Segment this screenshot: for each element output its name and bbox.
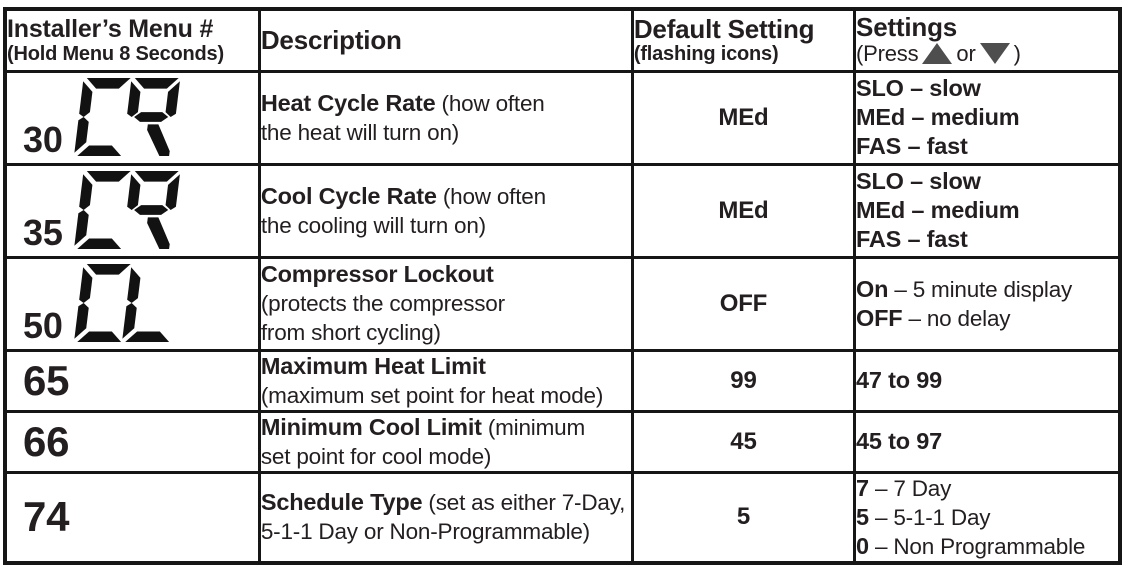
settings-line: FAS – fast bbox=[856, 133, 968, 159]
or-label: or bbox=[956, 41, 976, 67]
default-setting-cell: OFF bbox=[630, 255, 857, 352]
press-label: (Press bbox=[856, 41, 919, 67]
settings-cell: SLO – slow MEd – medium FAS – fast bbox=[853, 69, 1122, 166]
description-cell: Cool Cycle Rate (how often the cooling w… bbox=[257, 162, 634, 259]
menu-number-cell: 74 bbox=[3, 470, 261, 564]
menu-number: 74 bbox=[23, 493, 70, 541]
menu-number: 30 bbox=[23, 118, 63, 160]
description-cell: Schedule Type (set as either 7-Day, 5-1-… bbox=[257, 470, 634, 564]
desc-line: the heat will turn on) bbox=[260, 119, 460, 145]
desc-line: 5-1-1 Day or Non-Programmable) bbox=[260, 519, 590, 544]
close-paren-label: ) bbox=[1013, 41, 1021, 67]
default-setting-cell: MEd bbox=[630, 162, 857, 259]
segment-display bbox=[73, 170, 181, 249]
desc-line: Minimum Cool Limit (minimum bbox=[260, 413, 585, 440]
menu-number: 66 bbox=[23, 417, 70, 465]
settings-line: SLO – slow bbox=[856, 168, 981, 194]
table-row: 66 Minimum Cool Limit (minimum set point… bbox=[3, 409, 1122, 474]
settings-line: MEd – medium bbox=[856, 104, 1020, 130]
default-value: 99 bbox=[730, 366, 757, 394]
menu-number-cell: 50 bbox=[3, 255, 261, 352]
settings-line: 7 – 7 Day bbox=[856, 474, 952, 501]
settings-line: MEd – medium bbox=[856, 197, 1020, 223]
table-row: 30 Heat Cycle Rate (how often the heat w… bbox=[3, 69, 1122, 166]
settings-line: 47 to 99 bbox=[856, 367, 942, 393]
menu-number-cell: 35 bbox=[3, 162, 261, 259]
default-setting-cell: 5 bbox=[630, 470, 857, 564]
desc-line: Cool Cycle Rate (how often bbox=[260, 182, 546, 209]
settings-cell: SLO – slow MEd – medium FAS – fast bbox=[853, 162, 1122, 259]
description-cell: Minimum Cool Limit (minimum set point fo… bbox=[257, 409, 634, 474]
description-cell: Heat Cycle Rate (how often the heat will… bbox=[257, 69, 634, 166]
menu-number: 65 bbox=[23, 356, 70, 404]
desc-line: the cooling will turn on) bbox=[260, 212, 486, 238]
settings-cell: 45 to 97 bbox=[853, 409, 1122, 474]
desc-line: (maximum set point for heat mode) bbox=[260, 382, 604, 408]
settings-line: On – 5 minute display bbox=[856, 275, 1073, 302]
settings-line: OFF – no delay bbox=[856, 304, 1011, 331]
default-value: OFF bbox=[719, 289, 768, 317]
default-value: 5 bbox=[736, 503, 751, 530]
menu-number-cell: 30 bbox=[3, 69, 261, 166]
desc-line: Schedule Type (set as either 7-Day, bbox=[260, 489, 626, 515]
installer-menu-table: Installer’s Menu # (Hold Menu 8 Seconds)… bbox=[3, 7, 1122, 565]
header-default-title: Default Setting bbox=[633, 13, 815, 44]
settings-cell: 7 – 7 Day 5 – 5-1-1 Day 0 – Non Programm… bbox=[853, 470, 1122, 564]
menu-number: 35 bbox=[23, 211, 63, 253]
default-setting-cell: MEd bbox=[630, 69, 857, 166]
desc-line: Maximum Heat Limit bbox=[260, 352, 486, 379]
table-row: 74 Schedule Type (set as either 7-Day, 5… bbox=[3, 470, 1122, 564]
menu-number-cell: 66 bbox=[3, 409, 261, 474]
table-row: 65 Maximum Heat Limit (maximum set point… bbox=[3, 348, 1122, 413]
menu-number-cell: 65 bbox=[3, 348, 261, 413]
menu-number: 50 bbox=[23, 304, 63, 346]
segment-display bbox=[73, 263, 181, 342]
settings-line: 0 – Non Programmable bbox=[856, 532, 1086, 559]
header-settings-subtitle: (Press or) bbox=[856, 41, 1118, 67]
settings-line: 45 to 97 bbox=[856, 428, 942, 454]
header-settings: Settings (Press or) bbox=[853, 7, 1122, 73]
desc-line: Heat Cycle Rate (how often bbox=[260, 89, 545, 116]
header-row: Installer’s Menu # (Hold Menu 8 Seconds)… bbox=[3, 7, 1122, 73]
header-default-setting: Default Setting (flashing icons) bbox=[630, 7, 857, 73]
settings-cell: 47 to 99 bbox=[853, 348, 1122, 413]
header-description: Description bbox=[257, 7, 634, 73]
description-cell: Maximum Heat Limit (maximum set point fo… bbox=[257, 348, 634, 413]
header-settings-title: Settings bbox=[856, 12, 958, 43]
header-menu-number-title: Installer’s Menu # bbox=[7, 14, 214, 43]
segment-display bbox=[73, 77, 181, 156]
description-cell: Compressor Lockout (protects the compres… bbox=[257, 255, 634, 352]
arrow-down-icon bbox=[979, 43, 1010, 65]
default-value: 45 bbox=[730, 427, 757, 455]
desc-line: from short cycling) bbox=[260, 320, 441, 345]
settings-line: SLO – slow bbox=[856, 75, 981, 101]
default-setting-cell: 99 bbox=[630, 348, 857, 413]
desc-line: set point for cool mode) bbox=[260, 443, 492, 469]
settings-line: 5 – 5-1-1 Day bbox=[856, 503, 991, 530]
desc-line: Compressor Lockout bbox=[260, 261, 494, 287]
header-description-title: Description bbox=[260, 25, 402, 56]
settings-cell: On – 5 minute display OFF – no delay bbox=[853, 255, 1122, 352]
header-menu-number: Installer’s Menu # (Hold Menu 8 Seconds) bbox=[3, 7, 261, 73]
table-row: 35 Cool Cycle Rate (how often the coolin… bbox=[3, 162, 1122, 259]
default-setting-cell: 45 bbox=[630, 409, 857, 474]
table-row: 50 Compressor Lockout (protects the comp… bbox=[3, 255, 1122, 352]
header-menu-number-subtitle: (Hold Menu 8 Seconds) bbox=[7, 42, 224, 65]
settings-line: FAS – fast bbox=[856, 226, 968, 252]
arrow-up-icon bbox=[922, 43, 953, 65]
default-value: MEd bbox=[718, 103, 769, 131]
header-default-subtitle: (flashing icons) bbox=[633, 42, 779, 65]
default-value: MEd bbox=[718, 196, 769, 224]
desc-line: (protects the compressor bbox=[260, 291, 505, 316]
